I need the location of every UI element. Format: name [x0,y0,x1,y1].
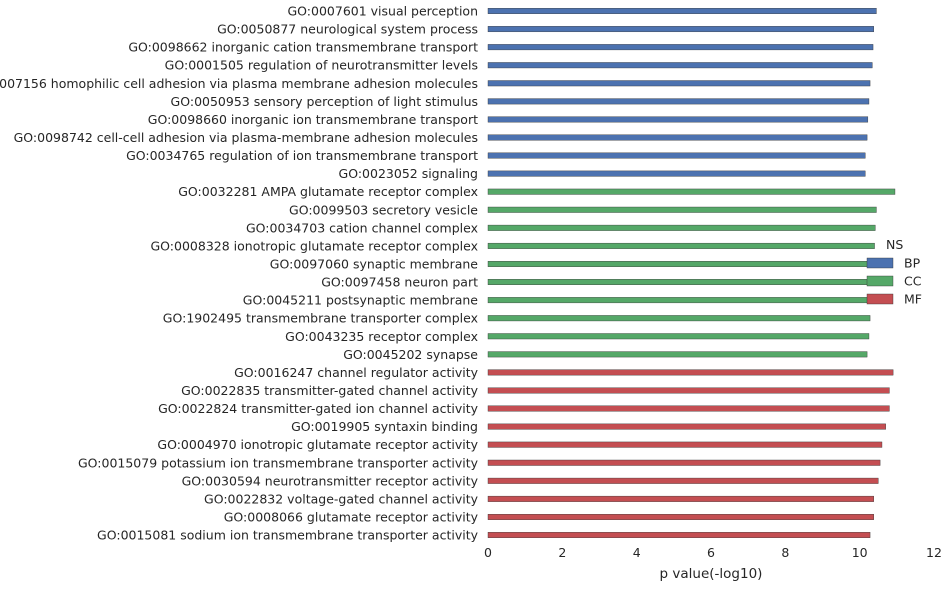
category-label: GO:0032281 AMPA glutamate receptor compl… [178,184,478,199]
bar-bp [487,44,874,51]
category-label: GO:0023052 signaling [339,166,478,181]
bar-cc [487,351,868,358]
category-label: GO:0098742 cell-cell adhesion via plasma… [14,130,478,145]
category-label: GO:0098660 inorganic ion transmembrane t… [148,112,478,127]
x-tick-label: 0 [484,545,492,560]
category-label: GO:0016247 channel regulator activity [234,365,478,380]
bar-cc [487,224,876,231]
category-labels: GO:0007601 visual perception GO:0050877 n… [0,4,479,543]
bar-bp [487,98,870,105]
x-tick-label: 8 [781,545,789,560]
x-tick-label: 12 [926,545,942,560]
bar-bp [487,116,869,123]
bar-mf [487,423,886,430]
legend-swatch-cc [866,275,894,287]
bar-cc [487,188,896,195]
bars [487,8,896,538]
bar-bp [487,152,866,159]
category-label: GO:0001505 regulation of neurotransmitte… [165,58,478,73]
category-label: GO:0015079 potassium ion transmembrane t… [78,455,479,470]
bar-cc [487,333,870,340]
bar-bp [487,134,868,141]
category-label: GO:1902495 transmembrane transporter com… [163,311,478,326]
category-label: GO:0050953 sensory perception of light s… [171,94,478,109]
category-label: GO:0097458 neuron part [321,275,478,290]
legend-swatch-mf [866,293,894,305]
x-tick-label: 10 [852,545,868,560]
category-label: GO:0099503 secretory vesicle [289,202,478,217]
legend-label-cc: CC [904,274,922,289]
bar-cc [487,206,877,213]
x-axis: 0 2 4 6 8 10 12 [484,545,942,560]
category-label: GO:0015081 sodium ion transmembrane tran… [97,528,479,543]
bar-cc [487,242,875,249]
category-label: GO:0007156 homophilic cell adhesion via … [0,76,478,91]
bar-mf [487,477,879,484]
bar-cc [487,315,871,322]
bar-cc [487,297,872,304]
bar-mf [487,514,874,520]
category-label: GO:0008066 glutamate receptor activity [224,509,479,524]
category-label: GO:0097060 synaptic membrane [270,256,479,271]
x-tick-label: 4 [633,545,641,560]
bar-bp [487,8,877,14]
category-label: GO:0022824 transmitter-gated ion channel… [158,401,479,416]
bar-mf [487,405,890,412]
bar-mf [487,441,883,448]
bar-cc [487,261,873,267]
bar-mf [487,387,890,394]
category-label: GO:0019905 syntaxin binding [291,419,478,434]
category-label: GO:0022832 voltage-gated channel activit… [204,491,479,506]
category-label: GO:0008328 ionotropic glutamate receptor… [151,238,479,253]
category-label: GO:0050877 neurological system process [217,22,478,37]
bar-bp [487,26,874,33]
category-label: GO:0045211 postsynaptic membrane [243,293,479,308]
x-tick-label: 6 [707,545,715,560]
category-label: GO:0030594 neurotransmitter receptor act… [182,473,479,488]
x-tick-label: 2 [558,545,566,560]
legend-label-bp: BP [904,256,921,271]
legend-title: NS [886,237,903,252]
category-label: GO:0004970 ionotropic glutamate receptor… [157,437,478,452]
legend-swatch-bp [866,257,894,269]
bar-bp [487,80,871,87]
legend: NS BP CC MF [866,237,922,307]
x-axis-title: p value(-log10) [660,566,763,582]
bar-mf [487,532,871,538]
category-label: GO:0043235 receptor complex [285,329,478,344]
category-label: GO:0007601 visual perception [287,4,478,19]
bar-mf [487,495,874,502]
category-label: GO:0098662 inorganic cation transmembran… [128,40,478,55]
bar-mf [487,369,894,376]
legend-label-mf: MF [904,292,922,307]
category-label: GO:0022835 transmitter-gated channel act… [181,383,478,398]
bar-cc [487,279,872,285]
category-label: GO:0034765 regulation of ion transmembra… [126,148,478,163]
bar-bp [487,170,866,177]
bar-mf [487,459,881,466]
category-label: GO:0045202 synapse [343,347,478,362]
bar-bp [487,62,873,69]
category-label: GO:0034703 cation channel complex [246,220,478,235]
